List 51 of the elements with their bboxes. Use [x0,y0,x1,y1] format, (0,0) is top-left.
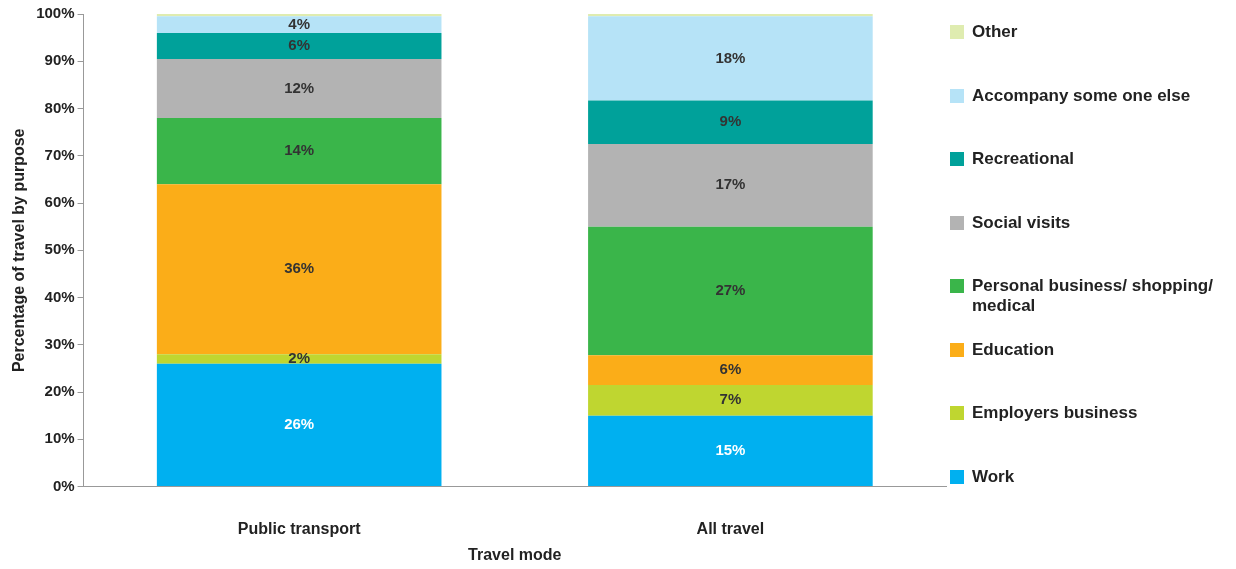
x-axis-title: Travel mode [468,545,562,563]
bar [156,16,442,33]
data-label: 7% [719,390,742,408]
bar [588,384,873,416]
legend-label: Recreational [972,149,1075,169]
y-tick-label: 60% [44,193,75,211]
bar [588,100,873,144]
bar [156,363,442,487]
legend-label: Work [972,466,1015,487]
bar [156,184,442,355]
y-tick-label: 30% [44,334,75,352]
y-tick-label: 40% [44,287,75,305]
bar [156,32,442,59]
data-label: 14% [284,141,315,159]
data-label: 36% [284,259,315,277]
data-label: 17% [715,175,746,193]
y-tick-label: 80% [44,98,75,116]
data-label: 15% [715,441,746,459]
y-tick-label: 10% [44,429,75,447]
bar [588,226,873,356]
data-label: 6% [719,360,742,378]
bar [588,355,873,385]
data-label: 9% [719,112,742,130]
y-tick-label: 50% [44,240,75,258]
legend-label: Other [972,22,1018,42]
y-axis-title: Percentage of travel by purpose [10,128,28,373]
x-tick-label: All travel [696,519,765,537]
data-label: 26% [284,415,315,433]
y-tick-label: 70% [44,145,75,163]
bar [588,143,873,227]
legend-label: Accompany some one else [972,85,1191,106]
y-tick-label: 20% [44,382,75,400]
legend-label: Education [972,339,1055,360]
data-label: 6% [288,36,311,54]
legend-label: Social visits [972,212,1071,233]
bar [156,117,442,185]
bar [156,354,442,364]
bar [588,16,873,101]
data-label: 27% [715,281,746,299]
y-tick-label: 100% [36,4,75,22]
y-tick-label: 0% [52,476,75,494]
x-tick-label: Public transport [237,519,362,537]
data-label: 2% [288,349,311,367]
legend-label: Personal business/ shopping/ medical [972,276,1214,316]
legend-label: Employers business [972,403,1138,423]
data-label: 12% [284,78,315,96]
data-label: 18% [715,48,746,66]
bar [156,58,442,118]
bar [588,415,873,487]
data-label: 4% [288,14,311,32]
y-tick-label: 90% [44,51,75,69]
